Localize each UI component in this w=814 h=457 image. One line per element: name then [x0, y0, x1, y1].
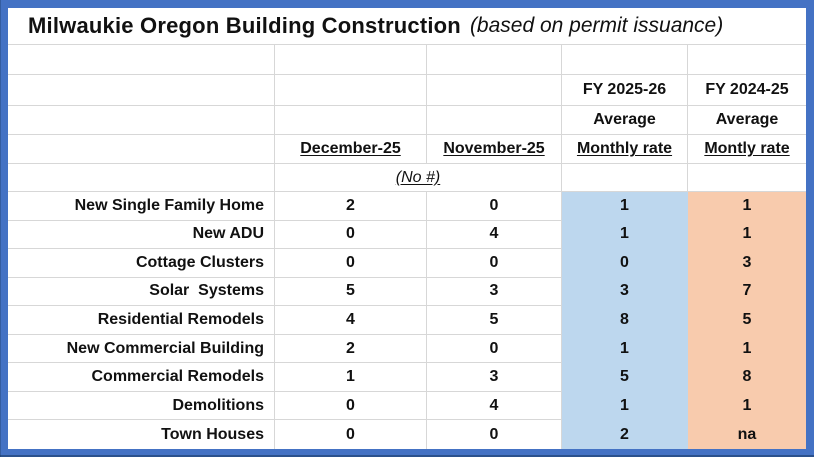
title-main: Milwaukie Oregon Building Construction — [28, 13, 461, 38]
fy26-value: 1 — [562, 334, 688, 364]
dec-value: 0 — [275, 420, 427, 449]
dec-value: 2 — [275, 334, 427, 364]
nov-value: 0 — [427, 192, 562, 221]
row-label-solar-systems: Solar Systems — [8, 277, 275, 307]
dec-value: 4 — [275, 306, 427, 335]
empty-cell — [688, 45, 806, 75]
row-label-commercial-remodels: Commercial Remodels — [8, 363, 275, 392]
row-label-new-commercial-building: New Commercial Building — [8, 334, 275, 364]
fy26-value: 1 — [562, 220, 688, 250]
fy26-value: 5 — [562, 363, 688, 392]
fy25-value: 1 — [688, 334, 806, 364]
fy25-value: 1 — [688, 220, 806, 250]
row-label-new-single-family-home: New Single Family Home — [8, 192, 275, 221]
row-label-residential-remodels: Residential Remodels — [8, 306, 275, 335]
header-fy-2024-25: FY 2024-25 — [688, 75, 806, 106]
fy25-value: 8 — [688, 363, 806, 392]
empty-cell — [562, 45, 688, 75]
page-title: Milwaukie Oregon Building Construction (… — [8, 8, 806, 45]
empty-cell — [275, 45, 427, 75]
header-november-25: November-25 — [427, 135, 562, 164]
dec-value: 0 — [275, 249, 427, 278]
empty-cell — [8, 75, 275, 106]
header-fy25-average: Average — [688, 106, 806, 135]
empty-cell — [275, 75, 427, 106]
header-fy26-monthly-rate: Monthly rate — [562, 135, 688, 164]
empty-cell — [427, 75, 562, 106]
nov-value: 0 — [427, 420, 562, 449]
fy25-value: na — [688, 420, 806, 449]
nov-value: 3 — [427, 363, 562, 392]
fy26-value: 0 — [562, 249, 688, 278]
nov-value: 5 — [427, 306, 562, 335]
empty-cell — [427, 45, 562, 75]
fy25-value: 1 — [688, 192, 806, 221]
dec-value: 0 — [275, 220, 427, 250]
fy26-value: 8 — [562, 306, 688, 335]
fy26-value: 2 — [562, 420, 688, 449]
empty-cell — [427, 106, 562, 135]
row-label-town-houses: Town Houses — [8, 420, 275, 449]
fy26-value: 3 — [562, 277, 688, 307]
row-label-cottage-clusters: Cottage Clusters — [8, 249, 275, 278]
empty-cell — [562, 164, 688, 192]
header-fy25-montly-rate: Montly rate — [688, 135, 806, 164]
dec-value: 2 — [275, 192, 427, 221]
fy25-value: 1 — [688, 391, 806, 421]
dec-value: 1 — [275, 363, 427, 392]
title-subtitle: (based on permit issuance) — [469, 14, 724, 37]
row-label-demolitions: Demolitions — [8, 391, 275, 421]
fy25-value: 7 — [688, 277, 806, 307]
fy25-value: 5 — [688, 306, 806, 335]
nov-value: 0 — [427, 334, 562, 364]
nov-value: 3 — [427, 277, 562, 307]
nov-value: 4 — [427, 391, 562, 421]
fy26-value: 1 — [562, 192, 688, 221]
fy25-value: 3 — [688, 249, 806, 278]
dec-value: 5 — [275, 277, 427, 307]
nov-value: 0 — [427, 249, 562, 278]
header-december-25: December-25 — [275, 135, 427, 164]
header-fy-2025-26: FY 2025-26 — [562, 75, 688, 106]
dec-value: 0 — [275, 391, 427, 421]
empty-cell — [8, 106, 275, 135]
building-construction-table: Milwaukie Oregon Building Construction (… — [8, 8, 806, 449]
empty-cell — [8, 135, 275, 164]
empty-cell — [275, 106, 427, 135]
row-label-new-adu: New ADU — [8, 220, 275, 250]
empty-cell — [8, 164, 275, 192]
empty-cell — [688, 164, 806, 192]
nov-value: 4 — [427, 220, 562, 250]
empty-cell — [8, 45, 275, 75]
header-fy26-average: Average — [562, 106, 688, 135]
fy26-value: 1 — [562, 391, 688, 421]
no-number-note: (No #) — [275, 164, 562, 192]
